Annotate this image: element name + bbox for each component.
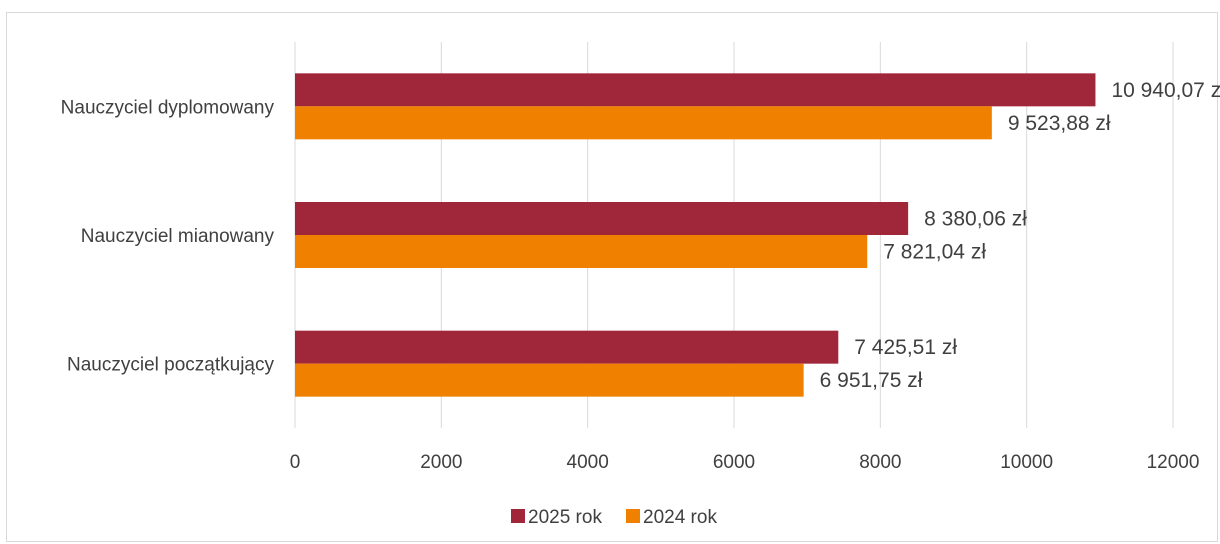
data-label: 8 380,06 zł [924, 208, 1027, 231]
data-label: 7 425,51 zł [854, 336, 957, 359]
bar-2025-1 [295, 202, 909, 235]
x-tick-label: 4000 [567, 452, 609, 473]
x-tick-label: 6000 [713, 452, 755, 473]
x-tick-label: 2000 [420, 452, 462, 473]
data-label: 10 940,07 zł [1111, 79, 1220, 102]
category-label: Nauczyciel dyplomowany [61, 97, 275, 118]
legend-swatch [626, 509, 640, 523]
legend-entry: 2025 rok [528, 507, 602, 528]
data-label: 6 951,75 zł [820, 369, 923, 392]
bars [295, 73, 1096, 397]
bar-2024-1 [295, 235, 868, 268]
x-tick-label: 0 [290, 452, 301, 473]
legend-entry: 2024 rok [643, 507, 717, 528]
x-tick-label: 8000 [859, 452, 901, 473]
category-label: Nauczyciel mianowany [81, 226, 275, 247]
x-tick-labels: 0 2000 4000 6000 8000 10000 12000 [290, 452, 1200, 473]
data-label: 7 821,04 zł [883, 241, 986, 264]
bar-2025-0 [295, 73, 1096, 107]
bar-2025-2 [295, 330, 839, 364]
legend-swatch [511, 509, 525, 523]
data-labels: 10 940,07 zł9 523,88 zł 8 380,06 zł 7 821,… [820, 79, 1220, 392]
x-tick-label: 10000 [1000, 452, 1053, 473]
category-label: Nauczyciel początkujący [67, 355, 274, 376]
data-label: 9 523,88 zł [1008, 112, 1111, 135]
category-labels: Nauczyciel dyplomowany Nauczyciel mianowa… [61, 97, 275, 375]
bar-2024-2 [295, 363, 804, 397]
bar-2024-0 [295, 106, 992, 140]
x-tick-label: 12000 [1147, 452, 1200, 473]
legend: 2025 rok 2024 rok [511, 507, 717, 528]
